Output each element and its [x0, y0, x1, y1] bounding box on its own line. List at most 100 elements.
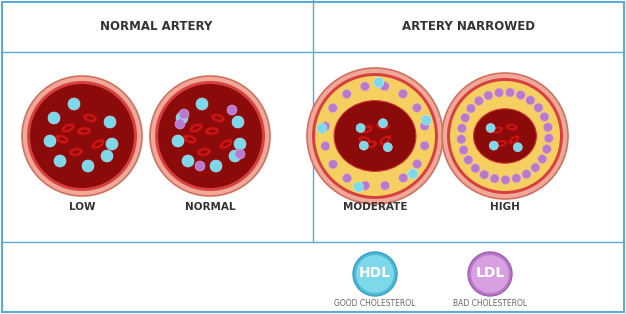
Ellipse shape — [334, 101, 416, 171]
Circle shape — [490, 174, 499, 183]
Ellipse shape — [95, 142, 101, 146]
Circle shape — [104, 116, 116, 128]
Ellipse shape — [509, 126, 515, 128]
Circle shape — [30, 84, 134, 188]
Ellipse shape — [498, 142, 504, 145]
Circle shape — [522, 170, 531, 179]
Circle shape — [354, 182, 364, 192]
Circle shape — [361, 181, 370, 190]
Circle shape — [480, 170, 489, 179]
Circle shape — [374, 78, 384, 88]
Circle shape — [513, 143, 522, 152]
Circle shape — [461, 113, 470, 122]
Ellipse shape — [362, 138, 368, 142]
Ellipse shape — [223, 142, 229, 146]
Circle shape — [484, 91, 493, 100]
Text: BAD CHOLESTEROL: BAD CHOLESTEROL — [453, 300, 527, 308]
Text: MODERATE: MODERATE — [343, 202, 408, 212]
Circle shape — [210, 160, 222, 172]
Circle shape — [413, 103, 421, 112]
Circle shape — [490, 141, 498, 150]
Circle shape — [317, 123, 327, 133]
Circle shape — [179, 109, 189, 119]
Circle shape — [356, 255, 394, 293]
Circle shape — [342, 89, 351, 99]
Circle shape — [471, 255, 509, 293]
Circle shape — [495, 88, 503, 97]
Circle shape — [54, 155, 66, 167]
Circle shape — [538, 154, 546, 164]
Ellipse shape — [69, 148, 83, 156]
Circle shape — [356, 123, 365, 133]
Circle shape — [526, 96, 535, 105]
Ellipse shape — [55, 134, 69, 143]
Circle shape — [182, 155, 194, 167]
Circle shape — [540, 112, 549, 122]
Ellipse shape — [183, 134, 197, 143]
Circle shape — [315, 76, 435, 196]
Ellipse shape — [215, 116, 222, 120]
Circle shape — [227, 105, 237, 115]
Ellipse shape — [360, 125, 373, 133]
Circle shape — [408, 169, 418, 179]
Circle shape — [321, 142, 330, 150]
Circle shape — [420, 141, 429, 150]
Circle shape — [329, 160, 337, 169]
Circle shape — [106, 138, 118, 150]
Ellipse shape — [197, 148, 211, 156]
Circle shape — [413, 160, 422, 168]
Circle shape — [48, 112, 60, 124]
Text: HDL: HDL — [359, 266, 391, 280]
Ellipse shape — [492, 126, 503, 134]
Ellipse shape — [379, 124, 386, 127]
Circle shape — [234, 138, 246, 150]
Circle shape — [442, 73, 568, 199]
Circle shape — [359, 141, 368, 150]
Circle shape — [22, 76, 142, 196]
Text: LOW: LOW — [69, 202, 95, 212]
Circle shape — [464, 155, 473, 165]
Circle shape — [176, 112, 188, 124]
Circle shape — [399, 173, 408, 182]
Circle shape — [459, 145, 468, 154]
Circle shape — [531, 163, 540, 172]
Ellipse shape — [495, 128, 500, 132]
Circle shape — [44, 135, 56, 147]
Ellipse shape — [379, 135, 391, 145]
Ellipse shape — [511, 138, 516, 142]
Circle shape — [158, 84, 262, 188]
Circle shape — [447, 78, 563, 194]
Ellipse shape — [205, 127, 219, 135]
Ellipse shape — [367, 143, 374, 146]
Circle shape — [101, 150, 113, 162]
Circle shape — [353, 252, 397, 296]
Ellipse shape — [59, 137, 66, 141]
Text: HIGH: HIGH — [490, 202, 520, 212]
Circle shape — [516, 91, 525, 100]
Ellipse shape — [77, 127, 91, 135]
Circle shape — [512, 174, 521, 183]
Ellipse shape — [80, 130, 88, 133]
Circle shape — [82, 160, 94, 172]
Circle shape — [534, 103, 543, 112]
Circle shape — [312, 73, 438, 199]
Ellipse shape — [473, 109, 536, 163]
Circle shape — [421, 115, 431, 125]
Circle shape — [361, 82, 369, 91]
Ellipse shape — [61, 123, 74, 133]
Ellipse shape — [73, 150, 80, 154]
Text: NORMAL ARTERY: NORMAL ARTERY — [100, 19, 212, 33]
Ellipse shape — [220, 139, 232, 149]
Ellipse shape — [83, 114, 97, 122]
Circle shape — [399, 89, 408, 98]
Circle shape — [450, 81, 560, 191]
Ellipse shape — [193, 126, 199, 130]
Circle shape — [475, 96, 483, 106]
Circle shape — [420, 122, 429, 130]
Ellipse shape — [509, 135, 520, 144]
Circle shape — [229, 150, 241, 162]
Circle shape — [321, 122, 330, 131]
Ellipse shape — [376, 122, 389, 130]
Text: ARTERY NARROWED: ARTERY NARROWED — [403, 19, 535, 33]
Circle shape — [471, 164, 480, 173]
